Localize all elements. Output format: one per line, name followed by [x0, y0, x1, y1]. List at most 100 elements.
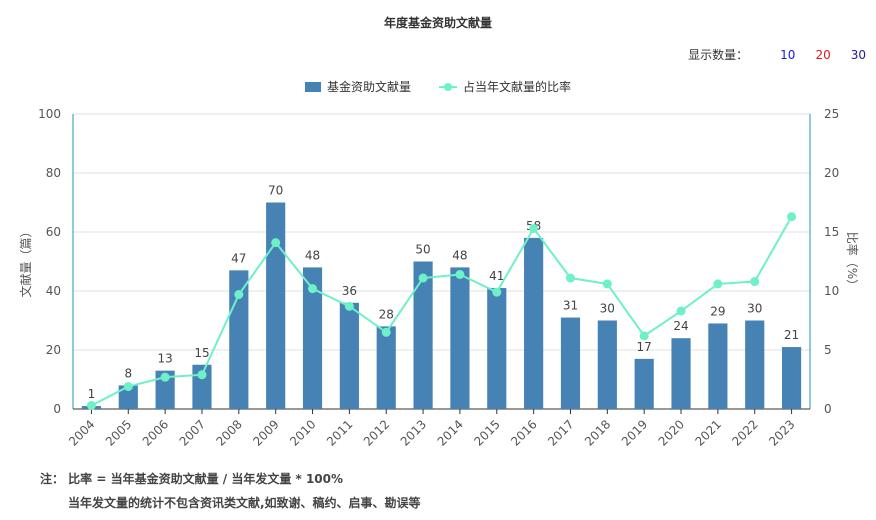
y-axis-title-right: 比率（%） [845, 232, 860, 291]
bar [413, 261, 433, 409]
note-exclusion: 当年发文量的统计不包含资讯类文献,如致谢、稿约、启事、勘误等 [68, 496, 421, 510]
bar-data-label: 48 [452, 248, 467, 262]
x-tick-label: 2016 [508, 417, 539, 448]
ratio-point [455, 269, 465, 279]
ratio-point [418, 273, 428, 283]
legend-item-line[interactable]: 占当年文献量的比率 [439, 78, 571, 95]
legend-bar-swatch [304, 81, 321, 92]
ratio-point [676, 306, 686, 316]
bar-data-label: 21 [784, 328, 799, 342]
bar-data-label: 30 [600, 302, 615, 316]
ratio-point [492, 287, 502, 297]
bar [597, 320, 617, 409]
bar-data-label: 8 [124, 366, 132, 380]
bar-data-label: 50 [415, 243, 430, 257]
ratio-point [565, 273, 575, 283]
display-count-option-30[interactable]: 30 [850, 47, 866, 62]
bar [155, 370, 175, 409]
bar-data-label: 31 [563, 299, 578, 313]
ratio-point [197, 370, 207, 380]
bar-data-label: 28 [379, 307, 394, 321]
x-tick-label: 2017 [545, 417, 576, 448]
ratio-point [234, 290, 244, 300]
bar [745, 320, 765, 409]
y-tick-label-right: 10 [824, 284, 839, 298]
bar [781, 347, 802, 409]
chart-title: 年度基金资助文献量 [383, 16, 492, 30]
ratio-point [381, 327, 391, 337]
y-tick-label-right: 15 [824, 225, 839, 239]
bar-data-label: 24 [673, 319, 688, 333]
x-tick-label: 2006 [140, 417, 171, 448]
ratio-point [529, 223, 539, 233]
y-tick-label-right: 20 [824, 166, 839, 180]
y-tick-label-right: 25 [824, 107, 839, 121]
ratio-point [86, 400, 96, 410]
y-tick-label-right: 5 [824, 343, 832, 357]
display-count-option-20[interactable]: 20 [815, 47, 831, 62]
display-count-label: 显示数量： [688, 48, 749, 62]
x-tick-label: 2014 [435, 417, 466, 448]
display-count-selector: 显示数量： 10 20 30 [688, 46, 866, 63]
x-tick-label: 2021 [692, 417, 723, 448]
y-tick-label-left: 20 [46, 343, 61, 357]
ratio-point [271, 238, 281, 248]
bar-data-label: 47 [231, 251, 246, 265]
y-tick-label-left: 60 [46, 225, 61, 239]
x-tick-label: 2013 [398, 417, 429, 448]
ratio-point [602, 279, 612, 289]
x-tick-label: 2004 [66, 417, 97, 448]
y-tick-label-left: 0 [53, 402, 61, 416]
legend-label-line: 占当年文献量的比率 [463, 80, 572, 94]
bar [339, 302, 359, 409]
legend-line-swatch [439, 82, 457, 92]
ratio-point [160, 372, 170, 382]
y-tick-label-left: 100 [38, 107, 61, 121]
legend-label-bar: 基金资助文献量 [326, 80, 411, 94]
bar-data-label: 30 [747, 302, 762, 316]
bar-data-label: 13 [157, 352, 172, 366]
bar [450, 267, 470, 409]
bar [302, 267, 323, 409]
bar [376, 326, 396, 409]
x-tick-label: 2005 [103, 417, 134, 448]
bar-data-label: 41 [489, 269, 504, 283]
x-tick-label: 2022 [729, 417, 760, 448]
bar [487, 288, 507, 409]
x-tick-label: 2009 [250, 417, 281, 448]
ratio-point [787, 212, 797, 222]
bar [671, 338, 691, 409]
ratio-line [90, 216, 793, 407]
bar [634, 358, 654, 409]
x-tick-label: 2010 [287, 417, 318, 448]
bar-data-label: 15 [194, 346, 209, 360]
bar [266, 202, 286, 409]
x-tick-label: 2011 [324, 417, 355, 448]
ratio-point [308, 284, 318, 294]
bar [708, 323, 728, 409]
note-ratio-formula: 注： 比率 = 当年基金资助文献量 / 当年发文量 * 100% [40, 472, 344, 486]
bar-data-label: 48 [305, 248, 320, 262]
x-tick-label: 2019 [619, 417, 650, 448]
bar-data-label: 36 [342, 284, 357, 298]
bar [118, 385, 138, 409]
ratio-point [750, 277, 760, 287]
ratio-point [123, 382, 133, 392]
chart-legend: 基金资助文献量 占当年文献量的比率 [0, 78, 876, 95]
bar-data-label: 29 [710, 304, 725, 318]
x-tick-label: 2007 [177, 417, 208, 448]
bar [560, 317, 581, 409]
display-count-option-10[interactable]: 10 [780, 47, 796, 62]
legend-item-bar[interactable]: 基金资助文献量 [304, 78, 411, 95]
x-tick-label: 2012 [361, 417, 392, 448]
y-tick-label-left: 80 [46, 166, 61, 180]
bar [524, 237, 544, 409]
x-tick-label: 2018 [582, 417, 613, 448]
y-tick-label-left: 40 [46, 284, 61, 298]
x-tick-label: 2015 [471, 417, 502, 448]
ratio-point [713, 279, 723, 289]
y-tick-label-right: 0 [824, 402, 832, 416]
x-tick-label: 2020 [656, 417, 687, 448]
ratio-point [639, 331, 649, 341]
